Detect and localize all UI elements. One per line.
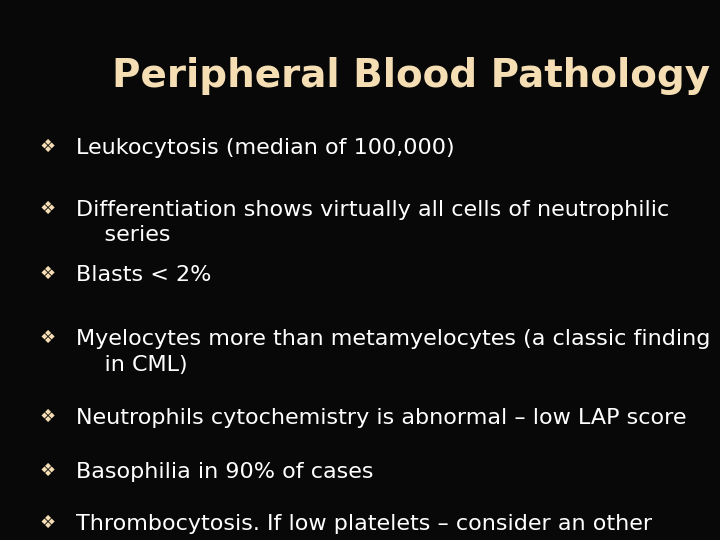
Text: ❖: ❖ <box>40 265 55 282</box>
Text: Myelocytes more than metamyelocytes (a classic finding
    in CML): Myelocytes more than metamyelocytes (a c… <box>76 329 710 375</box>
Text: Blasts < 2%: Blasts < 2% <box>76 265 211 285</box>
Text: ❖: ❖ <box>40 329 55 347</box>
Text: ❖: ❖ <box>40 200 55 218</box>
Text: ❖: ❖ <box>40 462 55 480</box>
Text: ❖: ❖ <box>40 514 55 532</box>
Text: ❖: ❖ <box>40 138 55 156</box>
Text: Differentiation shows virtually all cells of neutrophilic
    series: Differentiation shows virtually all cell… <box>76 200 669 245</box>
Text: Thrombocytosis. If low platelets – consider an other: Thrombocytosis. If low platelets – consi… <box>76 514 652 534</box>
Text: ❖: ❖ <box>40 408 55 426</box>
Text: Neutrophils cytochemistry is abnormal – low LAP score: Neutrophils cytochemistry is abnormal – … <box>76 408 686 428</box>
Text: Leukocytosis (median of 100,000): Leukocytosis (median of 100,000) <box>76 138 454 158</box>
Text: Basophilia in 90% of cases: Basophilia in 90% of cases <box>76 462 373 482</box>
Text: Peripheral Blood Pathology: Peripheral Blood Pathology <box>112 57 710 94</box>
